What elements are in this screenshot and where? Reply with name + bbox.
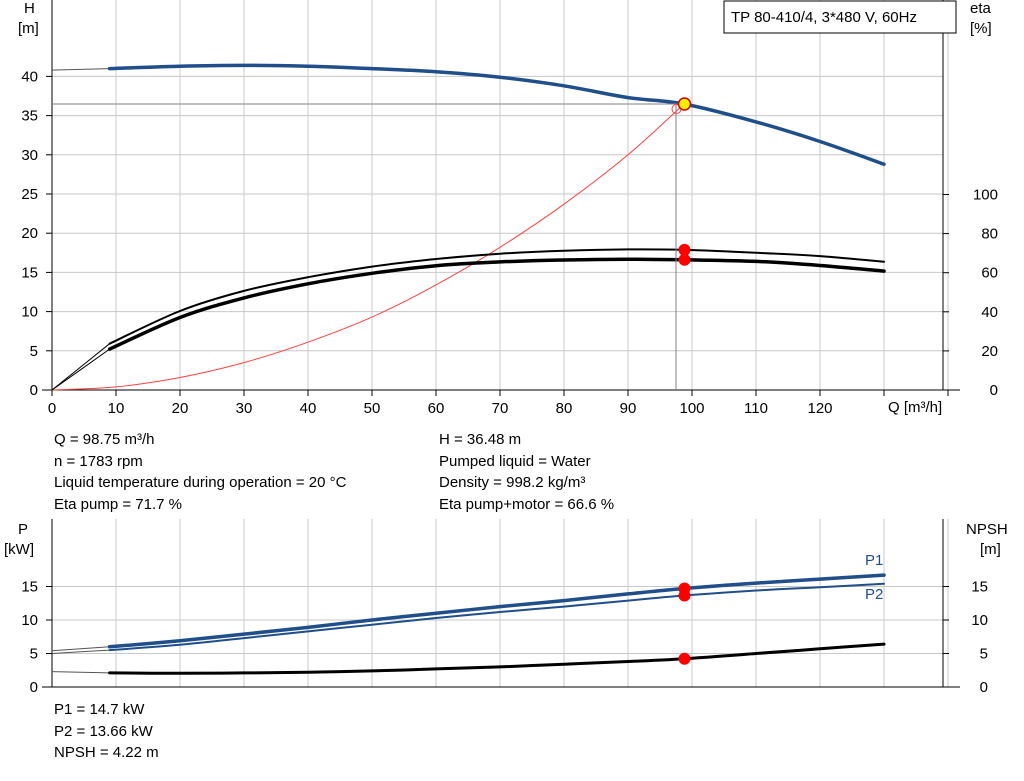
x-tick-label: 80: [556, 400, 573, 417]
y-tick-label: 10: [21, 612, 38, 629]
left-axis-label-top: H: [24, 0, 35, 17]
duty-points: [671, 97, 692, 665]
info-top-left: Q = 98.75 m³/h n = 1783 rpm Liquid tempe…: [54, 429, 346, 515]
x-tick-label: 10: [108, 400, 125, 417]
right-axis-unit-top: [%]: [970, 20, 992, 37]
y-tick-label: 40: [21, 68, 38, 85]
x-tick-label: 40: [300, 400, 317, 417]
info-p2: P2 = 13.66 kW: [54, 722, 153, 740]
info-speed: n = 1783 rpm: [54, 452, 143, 470]
y-tick-label: 0: [30, 382, 38, 399]
x-tick-label: 60: [428, 400, 445, 417]
y2-tick-label: 40: [981, 304, 998, 321]
y-tick-label: 20: [21, 225, 38, 242]
eta-total-curve: [107, 257, 886, 351]
info-bottom: P1 = 14.7 kW P2 = 13.66 kW NPSH = 4.22 m: [54, 699, 159, 764]
y-tick-label: 30: [21, 147, 38, 164]
y2-tick-label: 0: [990, 382, 998, 399]
left-axis-label-bottom: P: [18, 521, 28, 538]
y2-tick-label: 60: [981, 265, 998, 282]
duty-point-head: [677, 97, 692, 111]
y-tick-label: 0: [30, 679, 38, 696]
y-tick-label: 25: [21, 186, 38, 203]
system-curve: [51, 103, 685, 391]
p2-curve: [108, 582, 885, 652]
duty-point-npsh: [678, 652, 691, 665]
axes: 0 10 20 30 40 50 60 70 80 90 100 110 120051015202530…: [21, 0, 998, 696]
info-npsh: NPSH = 4.22 m: [54, 744, 159, 761]
y-tick-label: 15: [21, 579, 38, 596]
p1-series-label: P1: [865, 552, 883, 569]
left-axis-unit-top: [m]: [18, 20, 39, 37]
y2-tick-label: 80: [981, 226, 998, 243]
y-tick-label: 15: [21, 264, 38, 281]
y2-tick-label: 10: [971, 612, 988, 629]
duty-point-eta-pump: [678, 243, 691, 256]
p2-curve-extension: [51, 649, 110, 654]
info-eta-pump: Eta pump = 71.7 %: [54, 495, 182, 513]
grid: [51, 0, 949, 687]
left-axis-unit-bottom: [kW]: [4, 541, 34, 558]
curves: [51, 63, 886, 675]
right-axis-label-bottom: NPSH: [966, 521, 1008, 538]
info-liquid-temperature: Liquid temperature during operation = 20…: [54, 474, 347, 491]
p1-curve-extension: [51, 646, 110, 652]
title-box: TP 80-410/4, 3*480 V, 60Hz: [723, 0, 957, 34]
eta-pump-curve: [108, 248, 885, 345]
x-tick-label: 0: [48, 400, 56, 417]
y2-tick-label: 0: [980, 679, 988, 696]
y-tick-label: 5: [30, 646, 38, 663]
right-axis-unit-bottom: [m]: [980, 541, 1001, 558]
info-eta-pump-motor: Eta pump+motor = 66.6 %: [439, 495, 615, 513]
y-tick-label: 10: [21, 304, 38, 321]
head-curve: [107, 63, 886, 166]
npsh-curve: [108, 642, 886, 675]
head-curve-extension: [51, 68, 110, 71]
info-p1: P1 = 14.7 kW: [54, 701, 145, 718]
p2-series-label: P2: [865, 586, 883, 603]
info-flow: Q = 98.75 m³/h: [54, 431, 155, 448]
p1-curve: [107, 573, 886, 649]
x-tick-label: 100: [679, 400, 704, 417]
x-tick-label: 90: [620, 400, 637, 417]
y2-tick-label: 5: [980, 646, 988, 663]
y2-tick-label: 20: [981, 343, 998, 360]
x-tick-label: 20: [172, 400, 189, 417]
x-tick-label: 30: [236, 400, 253, 417]
y2-tick-label: 100: [973, 187, 998, 204]
x-tick-label: 50: [364, 400, 381, 417]
info-top-right: H = 36.48 m Pumped liquid = Water Densit…: [439, 429, 614, 515]
y-tick-label: 35: [21, 108, 38, 125]
info-head: H = 36.48 m: [439, 431, 522, 448]
info-density: Density = 998.2 kg/m³: [439, 474, 586, 491]
duty-point-eta-total: [678, 253, 691, 266]
eta-total-curve-extension: [51, 348, 110, 391]
right-axis-label-top: eta: [970, 0, 992, 17]
x-tick-label: 70: [492, 400, 509, 417]
info-pumped-liquid: Pumped liquid = Water: [439, 452, 591, 470]
duty-point-p2: [678, 589, 691, 602]
chart-title: TP 80-410/4, 3*480 V, 60Hz: [731, 9, 917, 26]
y-tick-label: 5: [30, 343, 38, 360]
x-tick-label: 120: [807, 400, 832, 417]
x-tick-label: 110: [744, 400, 768, 417]
npsh-curve-extension: [51, 671, 110, 674]
y2-tick-label: 15: [971, 579, 988, 596]
x-axis-label: Q [m³/h]: [888, 399, 942, 416]
